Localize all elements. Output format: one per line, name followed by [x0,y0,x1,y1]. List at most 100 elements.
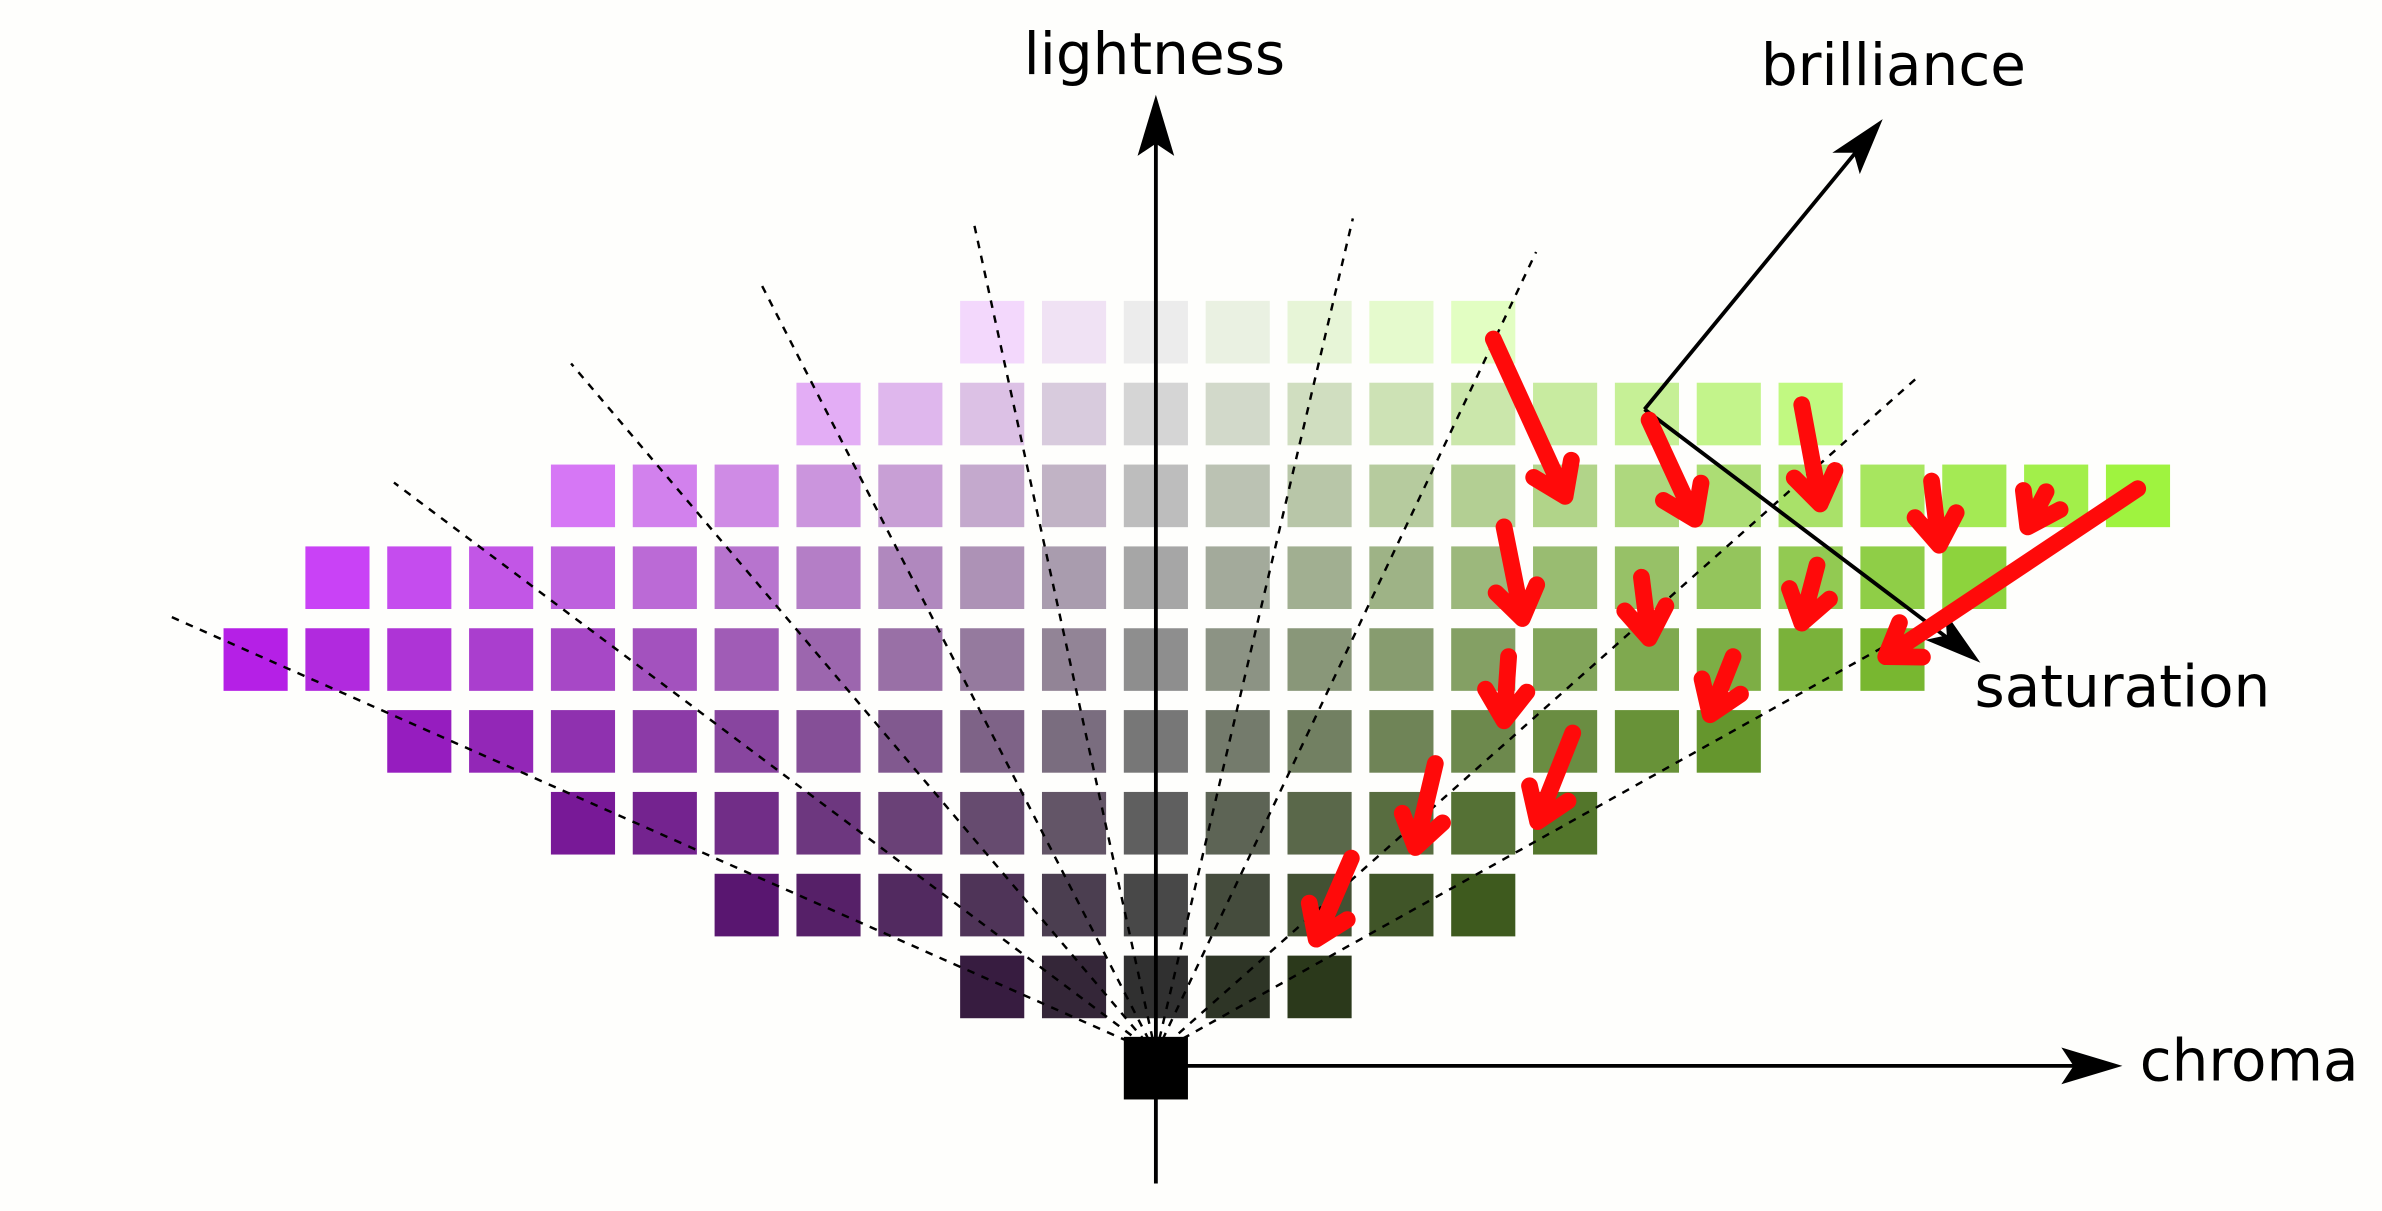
red-arrow [1693,648,1749,724]
red-arrow [1781,556,1838,632]
color-swatch [632,546,697,610]
color-swatch [1287,382,1352,446]
hue-line [1155,374,1921,1055]
hue-line [570,362,1157,1055]
red-arrow [1393,755,1451,856]
red-arrow [1877,480,2147,666]
color-swatch [1533,628,1598,691]
color-swatch [960,464,1025,528]
color-swatch [878,628,943,691]
color-swatch [796,546,861,610]
color-swatch [1451,382,1516,446]
color-swatch [1041,791,1107,855]
color-swatch [1041,628,1107,691]
color-swatch [878,710,943,773]
color-swatch [1205,628,1270,691]
color-swatch [1287,464,1352,528]
color-swatch [1369,464,1434,528]
red-arrow [1785,396,1844,513]
color-swatch [550,464,616,528]
color-swatch [1451,464,1516,528]
color-swatch [469,628,534,691]
color-swatch [1041,546,1107,610]
arrowhead [1137,94,1175,156]
color-swatch [1369,710,1434,773]
hue-line [1154,218,1355,1054]
color-swatch [1696,546,1761,610]
color-swatch [1287,546,1352,610]
hue-line [1154,251,1538,1055]
color-swatch [387,710,452,773]
red-arrow [1906,472,1965,554]
color-swatch [878,873,943,937]
color-swatch [550,628,616,691]
axis-label: chroma [2140,1026,2359,1094]
red-arrow [1616,568,1675,647]
color-swatch [960,300,1025,364]
arrowhead [1832,119,1883,175]
color-swatch [1041,464,1107,528]
red-arrow [1484,330,1580,505]
color-swatch [305,546,370,610]
color-swatch [714,546,779,610]
color-swatch [1041,382,1107,446]
color-swatch [632,628,697,691]
color-swatch [550,546,616,610]
hue-lines [167,218,1921,1055]
color-swatch [960,791,1025,855]
color-swatch [878,464,943,528]
color-swatch [1205,300,1270,364]
color-swatch [714,791,779,855]
color-swatch [1287,710,1352,773]
color-swatch [714,710,779,773]
color-swatch [1614,710,1680,773]
color-swatch [1205,546,1270,610]
arrowhead [2061,1047,2123,1085]
color-swatch [796,710,861,773]
color-swatch [1369,546,1434,610]
axis-label: lightness [1024,20,1286,88]
arrowheads [1137,94,2123,1085]
color-swatch [714,464,779,528]
color-swatch [1205,791,1270,855]
color-swatch [550,710,616,773]
color-swatch [1205,710,1270,773]
color-swatch [960,546,1025,610]
hue-line [972,224,1158,1054]
color-swatch [1696,382,1761,446]
color-swatch [1369,300,1434,364]
color-swatch [1451,873,1516,937]
color-swatch [1533,546,1598,610]
color-swatch [1778,628,1843,691]
color-swatch [960,382,1025,446]
color-swatch [960,710,1025,773]
hue-line [167,614,1157,1055]
red-arrow [1640,411,1710,528]
hue-line [393,481,1157,1055]
color-swatch [387,628,452,691]
axis-label: saturation [1975,652,2271,720]
color-swatch [1287,791,1352,855]
saturation-axis [1643,407,1964,651]
color-swatch [1451,791,1516,855]
red-arrow [1487,518,1546,627]
color-swatch [1041,873,1107,937]
color-swatch [223,628,288,691]
color-swatch [714,873,779,937]
color-swatch [632,710,697,773]
color-swatch [960,955,1025,1019]
axis-label: brilliance [1761,31,2026,99]
color-swatch [714,628,779,691]
color-swatch [469,546,534,610]
red-arrow [1300,849,1360,948]
color-swatch [1369,382,1434,446]
color-swatch [878,546,943,610]
color-swatch [1287,300,1352,364]
color-swatch [796,873,861,937]
color-swatch [632,791,697,855]
color-swatch [387,546,452,610]
axes [1153,114,2105,1184]
color-swatch [469,710,534,773]
color-swatch [796,628,861,691]
